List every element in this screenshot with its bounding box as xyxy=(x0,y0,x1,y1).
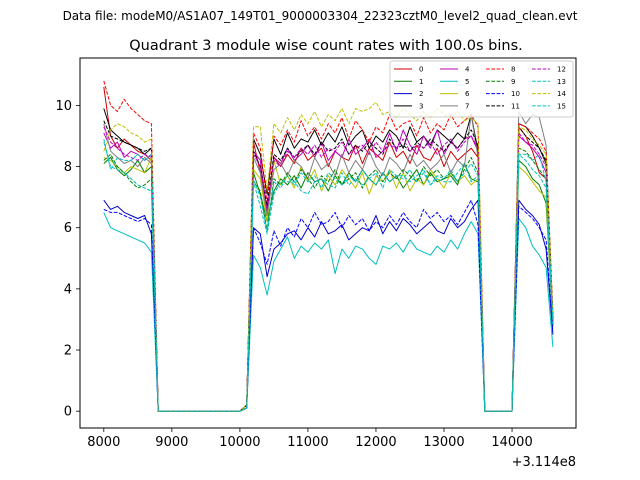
legend-label-3: 3 xyxy=(419,102,423,110)
y-axis: 0 2 4 6 8 10 xyxy=(55,99,80,420)
x-axis: 8000 9000 10000 11000 12000 13000 14000 xyxy=(87,428,533,450)
series-line-9 xyxy=(103,147,554,412)
legend-label-7: 7 xyxy=(465,102,469,110)
legend-box xyxy=(389,60,574,118)
legend-label-13: 13 xyxy=(557,78,566,86)
y-tick-label: 10 xyxy=(55,99,72,114)
x-tick-label: 12000 xyxy=(355,435,396,450)
y-tick-label: 2 xyxy=(64,344,72,359)
series-line-14 xyxy=(103,101,554,412)
legend-label-2: 2 xyxy=(419,90,423,98)
y-tick-label: 0 xyxy=(64,405,72,420)
legend-label-8: 8 xyxy=(511,66,515,74)
legend-label-15: 15 xyxy=(557,102,566,110)
chart-title: Quadrant 3 module wise count rates with … xyxy=(129,38,523,54)
figure-suptitle: Data file: modeM0/AS1A07_149T01_90000033… xyxy=(63,9,578,23)
y-tick-label: 4 xyxy=(64,282,72,297)
y-tick-label: 6 xyxy=(64,221,72,236)
legend-label-12: 12 xyxy=(557,66,566,74)
legend-label-9: 9 xyxy=(511,78,515,86)
series-lines xyxy=(103,80,554,412)
x-tick-label: 13000 xyxy=(423,435,464,450)
x-tick-label: 9000 xyxy=(155,435,188,450)
legend-label-6: 6 xyxy=(465,90,470,98)
legend-label-1: 1 xyxy=(419,78,423,86)
series-line-15 xyxy=(103,138,554,412)
legend-label-14: 14 xyxy=(557,90,566,98)
x-tick-label: 8000 xyxy=(87,435,120,450)
plot-area xyxy=(79,57,577,429)
x-tick-label: 11000 xyxy=(287,435,328,450)
legend-label-0: 0 xyxy=(419,66,423,74)
legend-label-4: 4 xyxy=(465,66,470,74)
x-tick-label: 10000 xyxy=(219,435,260,450)
x-axis-offset-label: +3.114e8 xyxy=(512,455,576,470)
legend-label-11: 11 xyxy=(511,102,520,110)
y-tick-label: 8 xyxy=(64,160,72,175)
x-tick-label: 14000 xyxy=(491,435,532,450)
legend-label-10: 10 xyxy=(511,90,520,98)
legend-label-5: 5 xyxy=(465,78,469,86)
